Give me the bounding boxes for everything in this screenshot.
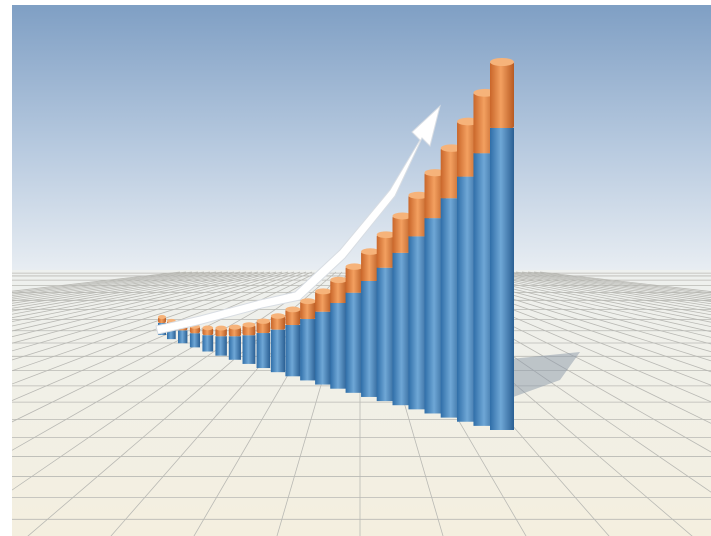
- grid-line: [431, 271, 711, 353]
- grid-line: [12, 271, 265, 327]
- bar-top: [490, 58, 514, 66]
- bar-top: [285, 306, 301, 313]
- grid-line: [12, 271, 277, 338]
- bar-body: [490, 128, 514, 430]
- bar-body: [392, 252, 413, 406]
- grid-line: [12, 271, 289, 352]
- bar-top: [392, 212, 413, 220]
- grid-line: [425, 271, 711, 362]
- bar-cap: [392, 215, 413, 253]
- grid-line: [12, 271, 259, 323]
- bar-top: [215, 325, 227, 331]
- bar-body: [408, 236, 429, 410]
- grid-line: [419, 271, 711, 373]
- bar-body: [376, 267, 396, 402]
- bar-body: [345, 292, 364, 393]
- grid-line: [437, 271, 711, 345]
- bar-top: [242, 322, 256, 328]
- bar-top: [228, 324, 241, 330]
- bar-top: [270, 313, 286, 319]
- bar-top: [376, 231, 396, 239]
- bar-cap: [256, 321, 271, 334]
- bar-cap: [345, 266, 364, 293]
- bar-top: [345, 263, 364, 270]
- bar-top: [202, 325, 214, 331]
- bar-body: [285, 325, 301, 377]
- scene: [12, 5, 711, 536]
- bar-cap: [490, 62, 514, 128]
- bar-top: [158, 315, 166, 319]
- bar-body: [256, 333, 271, 369]
- bar-body: [178, 330, 188, 344]
- bar-cap: [376, 234, 396, 268]
- bars: [158, 58, 514, 430]
- grid-line: [443, 271, 711, 338]
- grid-line: [413, 271, 711, 386]
- bar-body: [300, 319, 316, 381]
- grid-line: [407, 271, 711, 403]
- grid-line: [12, 271, 307, 385]
- bar-cap: [228, 327, 241, 337]
- bar-body: [202, 335, 214, 352]
- bar-cap: [285, 309, 301, 326]
- bar-top: [330, 276, 348, 283]
- bar-body: [228, 336, 241, 360]
- grid-line: [12, 271, 319, 423]
- bar-body: [315, 311, 332, 385]
- bar-cap: [424, 172, 446, 219]
- shadow: [500, 352, 580, 400]
- grid-line: [12, 271, 283, 344]
- bar-top: [256, 318, 271, 324]
- bar-top: [408, 191, 429, 199]
- bar-body: [167, 326, 176, 340]
- bar-cap: [300, 301, 316, 320]
- bar-cap: [408, 195, 429, 237]
- bar-body: [330, 302, 348, 389]
- bar-cap: [242, 324, 256, 336]
- bar-top: [361, 248, 380, 255]
- bar-cap: [361, 251, 380, 281]
- bar-body: [215, 336, 227, 356]
- bar-body: [424, 218, 446, 414]
- bar-cap: [270, 316, 286, 330]
- bar-body: [270, 329, 286, 373]
- grid-line: [449, 271, 711, 333]
- grid-line: [461, 271, 711, 323]
- grid-line: [455, 271, 711, 328]
- grid-line: [12, 271, 295, 361]
- grid-line: [12, 271, 325, 451]
- bar-top: [424, 169, 446, 177]
- bar-cap: [330, 279, 348, 303]
- bar-body: [242, 335, 256, 364]
- bar-top: [315, 288, 332, 295]
- trend-arrow: [155, 104, 441, 335]
- grid-line: [12, 271, 271, 332]
- bar-cap: [315, 291, 332, 312]
- bar-body: [361, 280, 380, 397]
- bar-top: [300, 298, 316, 305]
- bar-body: [189, 333, 200, 348]
